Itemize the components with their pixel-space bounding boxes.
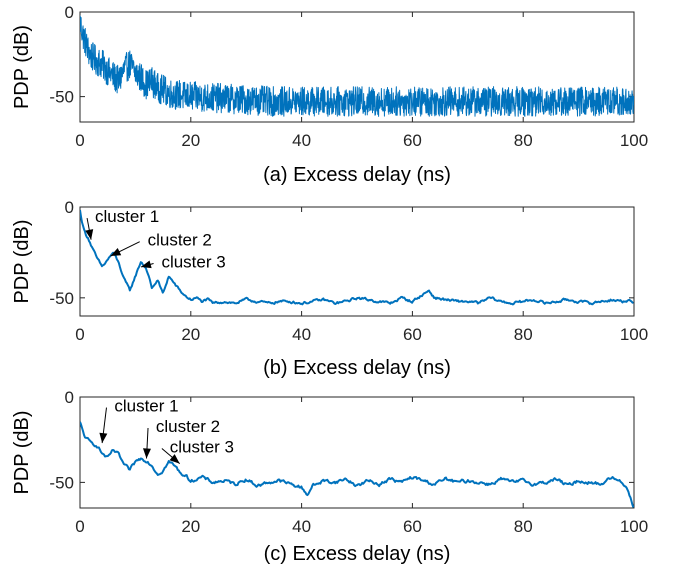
x-tick-label: 60	[403, 517, 422, 536]
cluster-annotation: cluster 2	[156, 417, 220, 436]
x-tick-label: 80	[514, 131, 533, 150]
x-tick-label: 100	[620, 517, 648, 536]
x-tick-label: 20	[181, 517, 200, 536]
annotation-arrow-head	[110, 248, 122, 257]
cluster-annotation: cluster 1	[114, 397, 178, 416]
x-tick-label: 60	[403, 131, 422, 150]
plot-area	[79, 396, 635, 509]
annotation-arrow-head	[140, 260, 152, 269]
chart-panel-a: 0 20 40 60 80 100 0 -50 (a) Excess delay (ns) PDP…	[11, 3, 648, 186]
y-tick-label: -50	[49, 289, 74, 308]
y-tick-label: -50	[49, 473, 74, 492]
series-line	[80, 15, 634, 117]
x-tick-label: 100	[620, 131, 648, 150]
x-tick-label: 0	[75, 325, 84, 344]
annotation-arrow-head	[142, 448, 151, 459]
y-axis-label: PDP (dB)	[11, 25, 33, 109]
series-line	[80, 209, 634, 306]
cluster-annotation: cluster 3	[170, 438, 234, 457]
cluster-annotation: cluster 3	[161, 253, 225, 272]
x-tick-label: 20	[181, 325, 200, 344]
x-tick-label: 40	[292, 517, 311, 536]
x-axis-label: (b) Excess delay (ns)	[263, 357, 451, 379]
x-tick-label: 0	[75, 517, 84, 536]
annotation-arrow-head	[85, 229, 94, 240]
x-tick-label: 100	[620, 325, 648, 344]
x-tick-label: 80	[514, 517, 533, 536]
x-tick-label: 60	[403, 325, 422, 344]
x-tick-label: 80	[514, 325, 533, 344]
annotation-arrow-head	[169, 454, 180, 464]
x-tick-label: 0	[75, 131, 84, 150]
y-tick-label: 0	[65, 388, 74, 407]
x-axis-label: (c) Excess delay (ns)	[264, 543, 451, 565]
cluster-annotation: cluster 1	[95, 207, 159, 226]
y-tick-label: 0	[65, 3, 74, 22]
cluster-annotation: cluster 2	[148, 231, 212, 250]
series-line	[80, 421, 634, 508]
y-axis-label: PDP (dB)	[11, 219, 33, 303]
x-tick-label: 40	[292, 325, 311, 344]
x-tick-label: 20	[181, 131, 200, 150]
y-axis-label: PDP (dB)	[11, 410, 33, 494]
x-axis-label: (a) Excess delay (ns)	[263, 164, 451, 186]
x-tick-label: 40	[292, 131, 311, 150]
annotation-arrow-head	[99, 432, 108, 444]
chart-panel-c: 0 20 40 60 80 100 0 -50 (c) Excess delay (ns) PDP…	[11, 388, 648, 565]
y-tick-label: 0	[65, 198, 74, 217]
y-tick-label: -50	[49, 88, 74, 107]
